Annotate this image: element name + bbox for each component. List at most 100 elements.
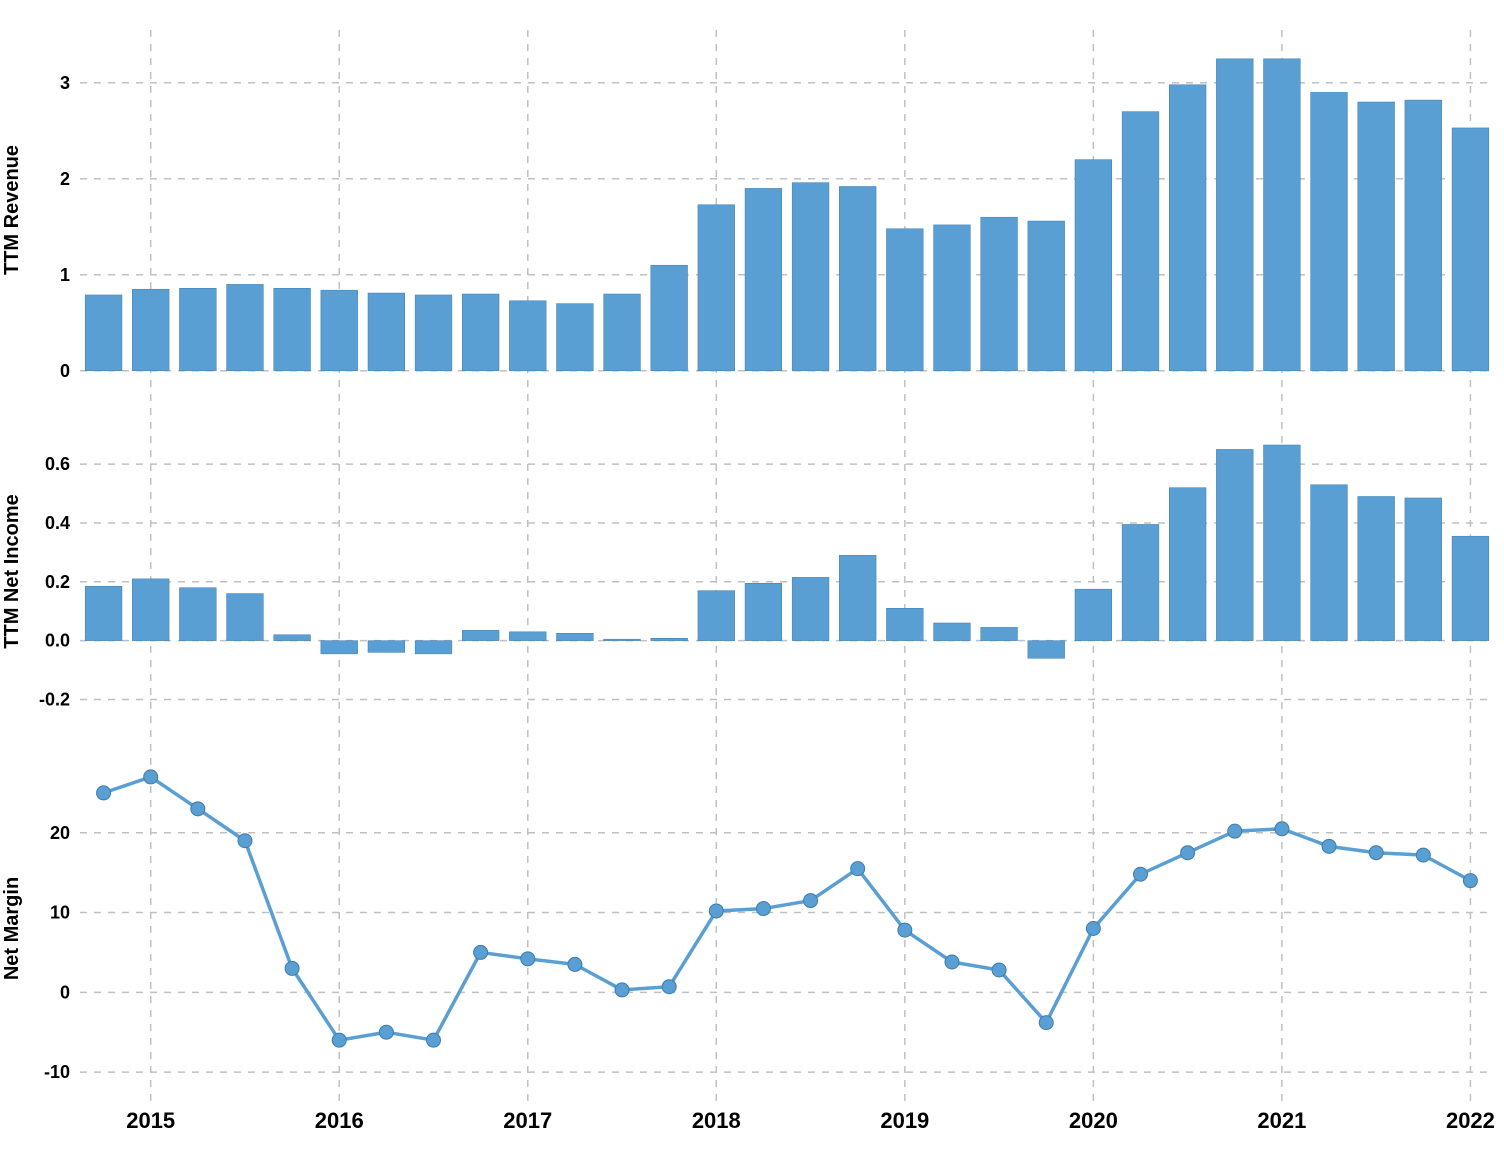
ttm-net-income-bar	[745, 583, 782, 640]
ttm-net-income-bar	[85, 586, 122, 640]
y-tick-label: 1	[60, 265, 70, 285]
ttm-revenue-bar	[651, 265, 688, 371]
ttm-revenue-bar	[85, 295, 122, 371]
chart-container: 0 1 2 3 TTM Revenue -0.2 0.0 0.2 0.4 0.6 TTM Net I…	[0, 0, 1504, 1164]
ttm-net-income-bar	[698, 591, 735, 641]
ttm-net-income-bar	[179, 588, 216, 641]
ttm-revenue-bar	[1405, 100, 1442, 371]
net-margin-marker	[898, 923, 912, 937]
ttm-net-income-bar	[1452, 536, 1489, 640]
ttm-revenue-bar	[1264, 59, 1301, 371]
ttm-revenue-bar	[557, 304, 594, 371]
ttm-revenue-bar	[462, 294, 499, 371]
ttm-net-income-bar	[132, 579, 169, 641]
y-tick-label: 0	[60, 361, 70, 381]
net-margin-marker	[332, 1033, 346, 1047]
net-margin-marker	[945, 955, 959, 969]
ttm-revenue-bar	[509, 301, 546, 371]
y-tick-label: 20	[50, 823, 70, 843]
ttm-revenue-bar	[227, 284, 264, 370]
ttm-revenue-bar	[321, 290, 358, 371]
ttm-revenue-bar	[368, 293, 405, 371]
x-tick-label: 2019	[880, 1108, 929, 1133]
x-tick-label: 2018	[692, 1108, 741, 1133]
y-tick-label: 10	[50, 903, 70, 923]
net-margin-marker	[568, 957, 582, 971]
ttm-revenue-bar	[1311, 92, 1348, 370]
net-margin-marker	[427, 1033, 441, 1047]
ttm-net-income-bar	[839, 555, 876, 640]
y-tick-label: 3	[60, 73, 70, 93]
y-tick-label: 2	[60, 169, 70, 189]
y-tick-label: -0.2	[39, 689, 70, 709]
ttm-revenue-bar	[179, 288, 216, 371]
ttm-net-income-bar	[792, 577, 829, 640]
net-margin-marker	[1416, 848, 1430, 862]
ttm-net-income-bar	[1264, 445, 1301, 641]
net-margin-marker	[285, 961, 299, 975]
ttm-revenue-bar	[1358, 102, 1395, 371]
net-margin-marker	[1039, 1016, 1053, 1030]
ttm-net-income-bar	[1216, 449, 1253, 640]
ttm-net-income-bar	[886, 608, 923, 640]
net-margin-axis-label: Net Margin	[1, 877, 23, 980]
ttm-net-income-bar	[274, 635, 311, 641]
ttm-net-income-bar	[1358, 496, 1395, 640]
x-tick-label: 2020	[1069, 1108, 1118, 1133]
ttm-net-income-bar	[368, 641, 405, 653]
net-margin-marker	[804, 894, 818, 908]
net-margin-marker	[191, 802, 205, 816]
ttm-net-income-bar	[1169, 488, 1206, 641]
ttm-revenue-bar	[839, 186, 876, 370]
ttm-net-income-bar	[462, 630, 499, 640]
net-margin-marker	[474, 945, 488, 959]
chart-svg: 0 1 2 3 TTM Revenue -0.2 0.0 0.2 0.4 0.6 TTM Net I…	[0, 0, 1504, 1164]
ttm-revenue-bar	[274, 288, 311, 371]
ttm-revenue-bar	[1122, 112, 1159, 371]
ttm-revenue-bar	[604, 294, 641, 371]
ttm-net-income-bar	[1122, 524, 1159, 640]
net-margin-marker	[756, 902, 770, 916]
net-margin-marker	[521, 952, 535, 966]
ttm-revenue-bar	[1028, 221, 1065, 371]
net-margin-marker	[1275, 822, 1289, 836]
net-margin-marker	[379, 1025, 393, 1039]
ttm-net-income-bar	[227, 594, 264, 641]
ttm-revenue-bar	[1452, 128, 1489, 371]
y-tick-label: 0.2	[45, 572, 70, 592]
net-margin-marker	[615, 983, 629, 997]
net-margin-marker	[144, 770, 158, 784]
ttm-net-income-bar	[1028, 641, 1065, 659]
ttm-revenue-bar	[745, 188, 782, 370]
y-tick-label: -10	[44, 1062, 70, 1082]
ttm-net-income-bar	[557, 633, 594, 640]
y-tick-label: 0.4	[45, 513, 70, 533]
net-margin-marker	[1369, 846, 1383, 860]
ttm-revenue-bar	[698, 205, 735, 371]
y-tick-label: 0.6	[45, 454, 70, 474]
x-tick-label: 2015	[126, 1108, 175, 1133]
net-margin-marker	[1181, 846, 1195, 860]
net-margin-marker	[1463, 874, 1477, 888]
net-margin-marker	[851, 862, 865, 876]
net-margin-marker	[1322, 839, 1336, 853]
ttm-net-income-bar	[509, 632, 546, 641]
net-margin-marker	[709, 904, 723, 918]
ttm-revenue-bar	[1216, 59, 1253, 371]
ttm-net-income-axis-label: TTM Net Income	[1, 494, 23, 648]
y-tick-label: 0.0	[45, 631, 70, 651]
ttm-revenue-bar	[886, 229, 923, 371]
x-tick-label: 2016	[315, 1108, 364, 1133]
ttm-revenue-bar	[792, 183, 829, 371]
net-margin-marker	[97, 786, 111, 800]
y-tick-label: 0	[60, 982, 70, 1002]
x-tick-label: 2017	[503, 1108, 552, 1133]
ttm-net-income-bar	[604, 639, 641, 640]
x-tick-label: 2022	[1446, 1108, 1495, 1133]
ttm-revenue-bar	[132, 289, 169, 371]
ttm-revenue-axis-label: TTM Revenue	[1, 145, 23, 275]
net-margin-marker	[238, 834, 252, 848]
x-tick-label: 2021	[1257, 1108, 1306, 1133]
ttm-revenue-bar	[1075, 160, 1112, 371]
ttm-net-income-bar	[1311, 485, 1348, 641]
